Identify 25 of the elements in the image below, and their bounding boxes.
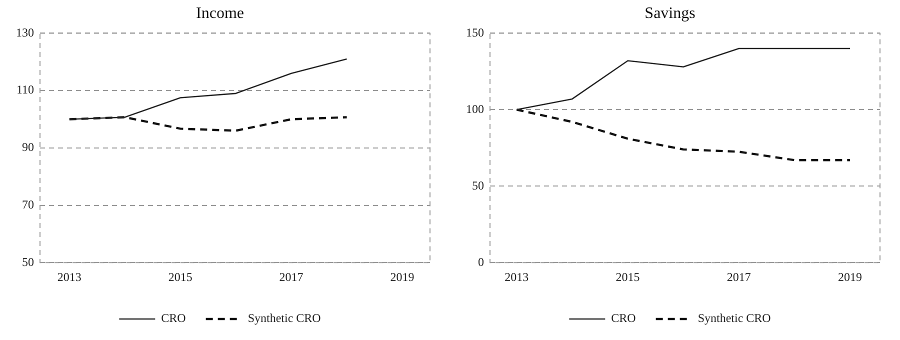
x-tick-label: 2017	[279, 270, 304, 284]
x-tick-label: 2019	[390, 270, 414, 284]
y-tick-label: 150	[466, 25, 484, 40]
line-series	[68, 116, 348, 132]
chart-title: Savings	[644, 4, 696, 22]
y-tick-label: 50	[472, 178, 484, 192]
y-tick-label: 100	[466, 102, 484, 116]
legend-label: Synthetic CRO	[248, 311, 322, 326]
legend-label: CRO	[161, 311, 186, 326]
x-tick-label: 2019	[838, 270, 862, 284]
y-tick-label: 90	[22, 140, 34, 154]
chart-title: Income	[196, 4, 244, 22]
y-tick-label: 110	[16, 82, 34, 97]
y-tick-label: 50	[22, 254, 34, 269]
x-tick-label: 2015	[616, 270, 640, 284]
x-tick-label: 2013	[504, 270, 529, 284]
legend-label: CRO	[611, 311, 636, 326]
x-tick-label: 2015	[168, 270, 192, 284]
y-tick-label: 130	[16, 25, 34, 40]
x-tick-label: 2017	[726, 270, 751, 284]
y-tick-label: 0	[478, 254, 484, 269]
legend-label: Synthetic CRO	[698, 311, 772, 326]
line-series	[516, 108, 852, 162]
x-tick-label: 2013	[57, 270, 82, 284]
y-tick-label: 70	[22, 197, 34, 212]
